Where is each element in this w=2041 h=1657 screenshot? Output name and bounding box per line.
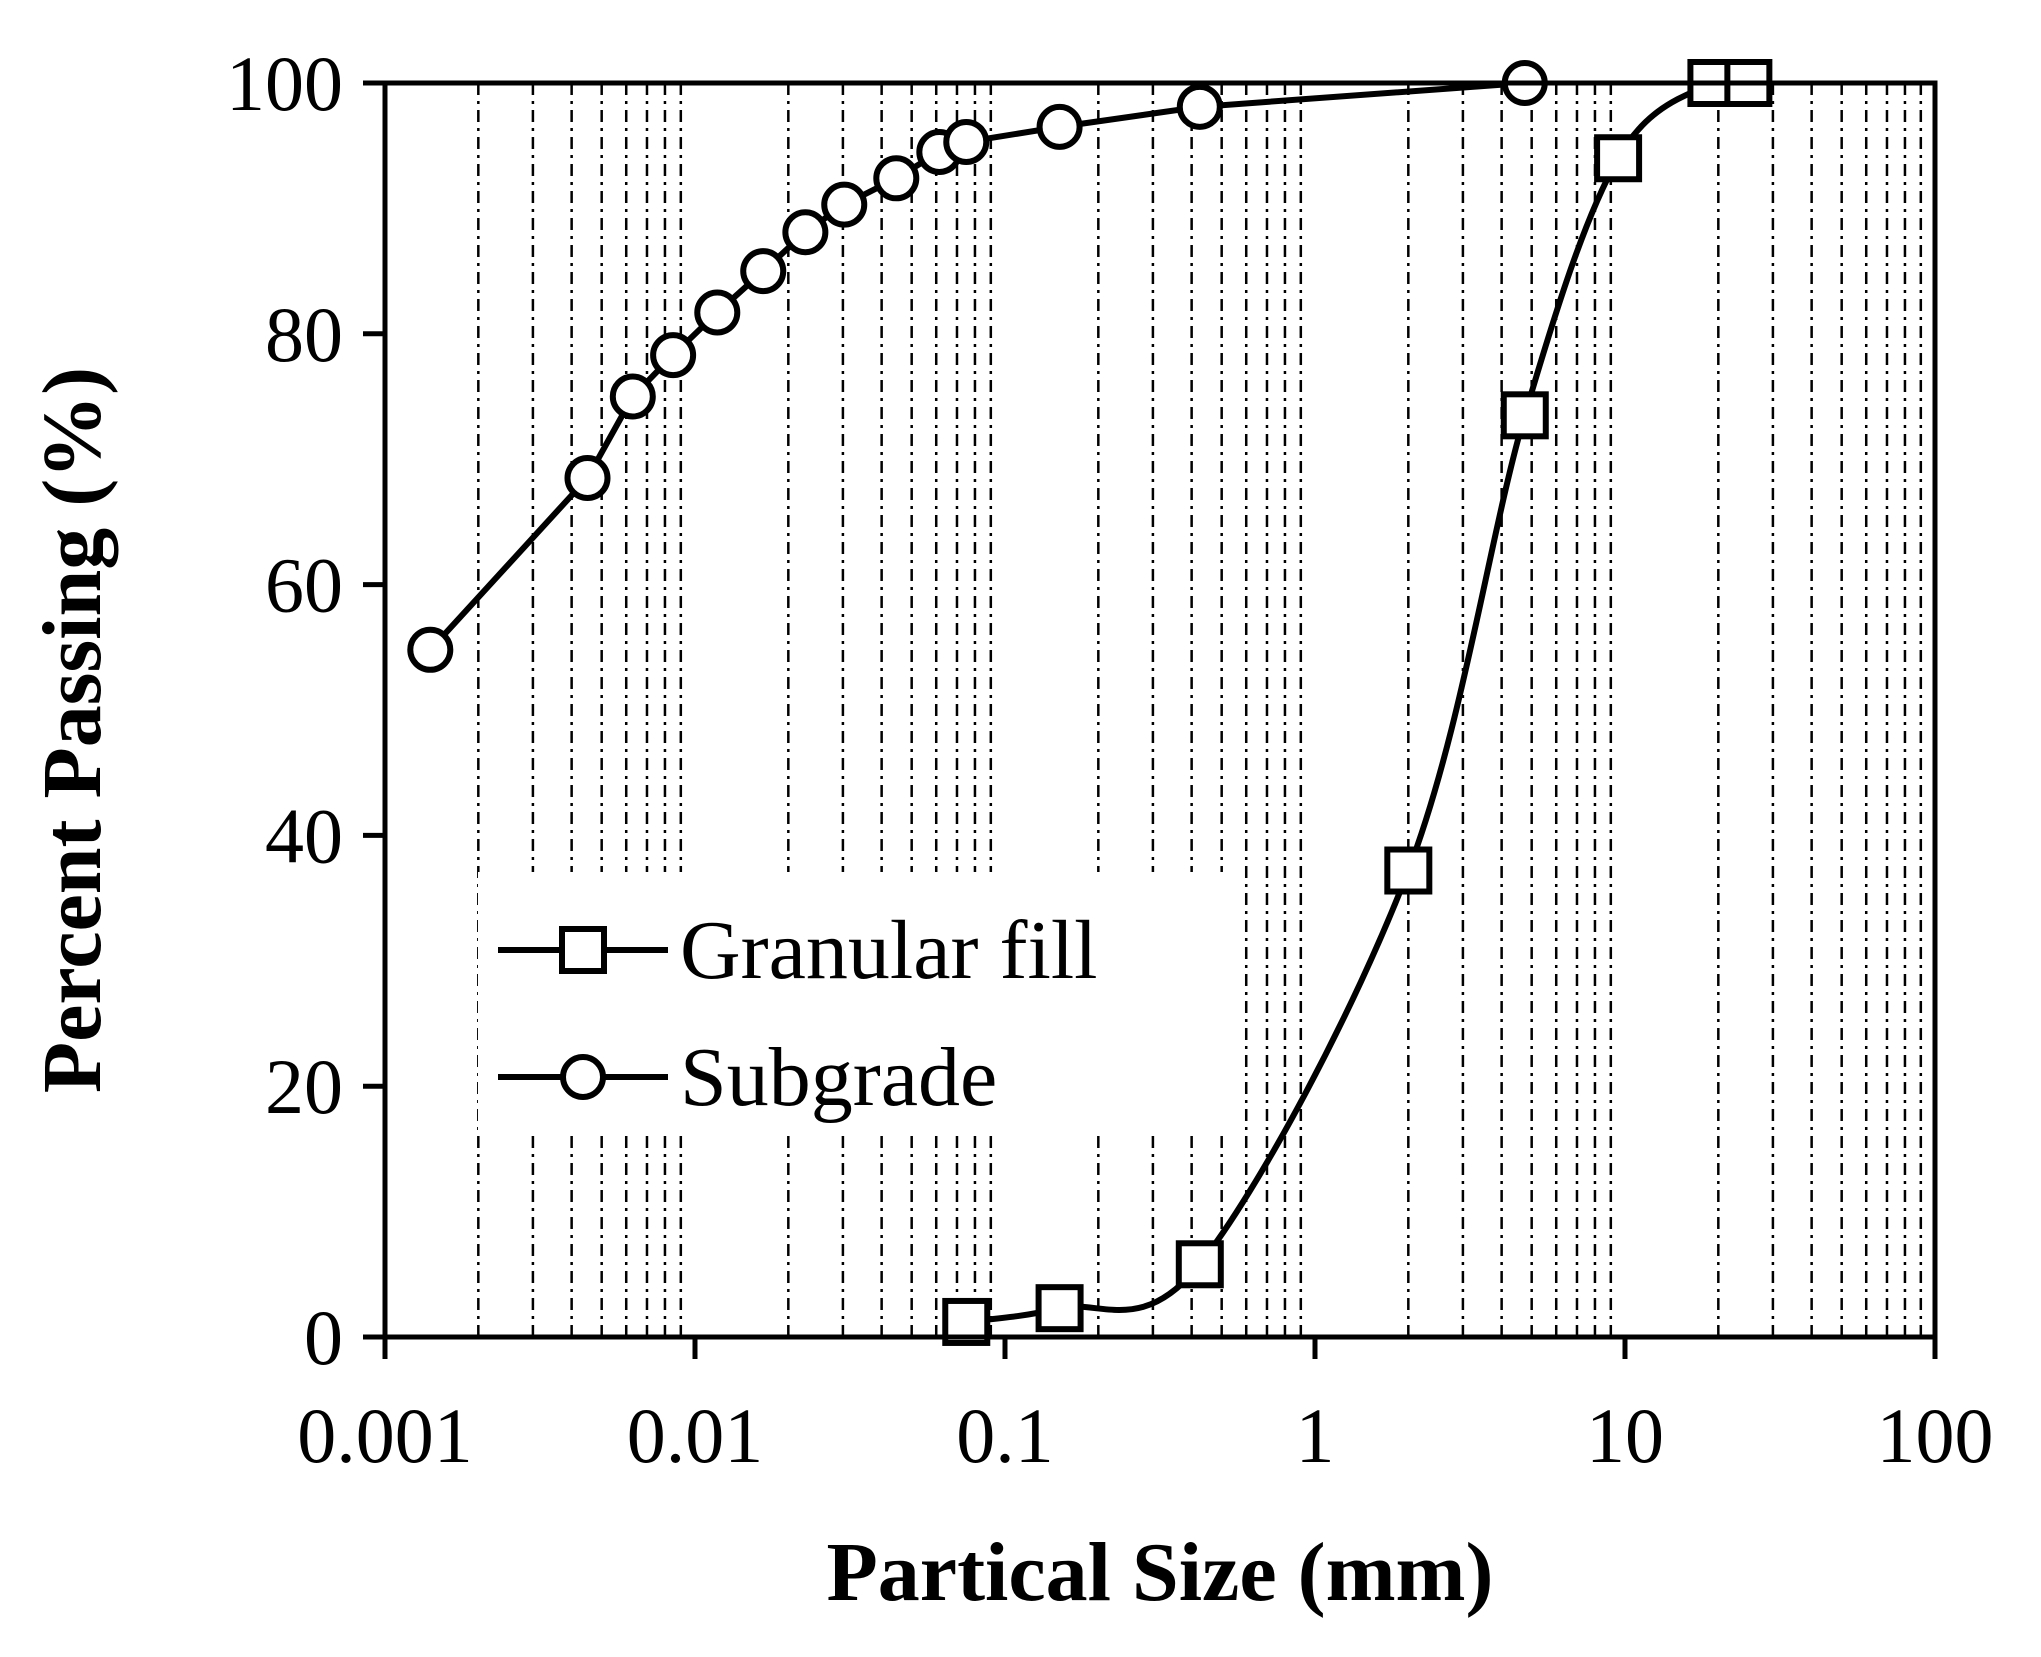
subgrade-point (407, 626, 454, 673)
subgrade-point (740, 248, 787, 295)
x-tick-label: 100 (1877, 1392, 1994, 1479)
x-axis-title: Partical Size (mm) (826, 1526, 1493, 1619)
subgrade-point (873, 155, 920, 202)
subgrade-point (564, 455, 611, 502)
granular-fill-line (965, 74, 1749, 1325)
legend-subgrade-label: Subgrade (680, 1031, 997, 1124)
y-tick-label: 20 (265, 1043, 343, 1130)
y-tick-label: 60 (265, 542, 343, 629)
subgrade-point (1036, 103, 1083, 150)
granular-fill-point (1500, 391, 1549, 440)
subgrade-point (821, 181, 868, 228)
x-tick-label: 0.1 (956, 1392, 1054, 1479)
granular-fill-point (1035, 1284, 1084, 1333)
y-tick-label: 100 (226, 40, 343, 127)
subgrade-point (1176, 83, 1223, 130)
legend-subgrade-marker (560, 1054, 606, 1100)
legend-granular-fill-marker (559, 926, 607, 974)
granular-fill-point (1175, 1240, 1224, 1289)
y-tick-label: 40 (265, 792, 343, 879)
granular-fill-point (1594, 134, 1643, 183)
plot-frame (382, 80, 1938, 1340)
y-tick-label: 0 (304, 1294, 343, 1381)
legend: Granular fill Subgrade (498, 904, 1098, 1124)
x-tick-label: 10 (1586, 1392, 1664, 1479)
x-tick-label: 0.001 (297, 1392, 473, 1479)
y-axis-title: Percent Passing (%) (26, 367, 119, 1093)
subgrade-point (650, 332, 697, 379)
x-tick-label: 1 (1296, 1392, 1335, 1479)
subgrade-point (609, 373, 656, 420)
subgrade-point (943, 118, 990, 165)
x-tick-label: 0.01 (627, 1392, 764, 1479)
subgrade-point (694, 289, 741, 336)
axes-layer: 0.001 0.01 0.1 1 10 100 0 20 40 60 80 100 (226, 40, 1994, 1479)
y-tick-label: 80 (265, 291, 343, 378)
subgrade-point (782, 209, 829, 256)
legend-granular-fill-label: Granular fill (680, 904, 1098, 997)
granular-fill-point (1384, 846, 1433, 895)
